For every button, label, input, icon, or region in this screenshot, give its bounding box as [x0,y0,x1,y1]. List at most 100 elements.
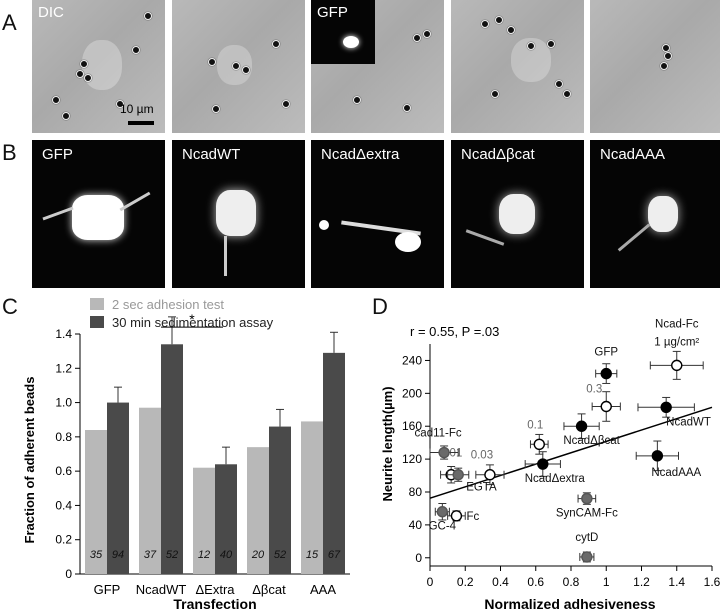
data-point [600,367,612,380]
significance-marker: * [189,311,195,327]
y-tick-label: 0.4 [55,498,72,512]
point-label: cad11-Fc [415,428,462,440]
point-label: NcadΔβcat [563,435,620,447]
data-point [484,469,496,481]
x-tick-label: 1 [603,575,610,589]
bead [242,66,250,74]
y-tick-label: 1.2 [55,361,72,375]
y-axis-label: Neurite length(µm) [380,386,395,501]
bead [144,12,152,20]
category-label: ΔExtra [195,582,235,597]
data-point [438,446,450,459]
scatter-plot: r = 0.55, P =.03 Neurite length(µm) Norm… [380,318,720,612]
fluor-label-ncadaaa: NcadAAA [600,146,666,163]
bead [495,16,503,24]
dic-image-1: DIC 10 µm [32,0,165,133]
legend-label-adhesion: 2 sec adhesion test [112,297,224,312]
dic-image-3: GFP [311,0,444,133]
data-point [537,458,549,470]
neurite [224,236,227,276]
legend-swatch-adhesion [90,298,104,310]
dic-image-4 [451,0,584,133]
correlation-annotation: r = 0.55, P =.03 [410,324,499,339]
data-point [581,551,593,563]
bar [215,464,237,574]
data-point [600,400,612,413]
data-point [452,469,464,481]
bead [660,62,668,70]
point-label: NcadWT [666,416,711,428]
point-label: EGTA [466,482,497,494]
ncadwt-image: NcadWT [172,140,305,288]
bar-chart: 2 sec adhesion test 30 min sedimentation… [22,297,350,612]
y-tick-label: 0.6 [55,464,72,478]
panel-letter-d: D [372,294,388,319]
panel-letter-a: A [2,10,17,35]
bead [662,44,670,52]
x-tick-label: 0.2 [457,575,474,589]
sample-size-label: 35 [90,549,103,561]
fluorescent-cell [648,196,678,232]
y-tick-label: 120 [402,452,422,466]
legend-label-sedimentation: 30 min sedimentation assay [112,315,274,330]
point-label: NcadAAA [651,467,701,479]
neurite [465,229,505,246]
regression-line [429,406,713,499]
bead [403,104,411,112]
y-tick-label: 0 [65,567,72,581]
bar [85,430,107,574]
y-tick-label: 200 [402,386,422,400]
x-tick-label: 0 [427,575,434,589]
bead [423,30,431,38]
data-point [660,401,672,414]
bead [481,20,489,28]
y-tick-label: 1.4 [55,327,72,341]
bead [116,100,124,108]
y-tick-label: 1.0 [55,396,72,410]
data-point [575,420,588,432]
x-tick-label: 1.4 [668,575,685,589]
y-tick-label: 0 [415,551,422,565]
point-label: SynCAM-Fc [556,508,618,520]
bead [555,80,563,88]
sample-size-label: 67 [328,549,341,561]
x-tick-label: 0.8 [563,575,580,589]
category-label: NcadWT [136,582,187,597]
category-label: GFP [94,582,121,597]
sample-size-label: 94 [112,549,124,561]
fluor-label-ncad-dextra: NcadΔextra [321,146,400,163]
gfp-image: GFP [32,140,165,288]
data-point [450,510,463,522]
category-label: Δβcat [252,582,286,597]
point-label: cytD [575,532,598,544]
gfp-inset-label: GFP [317,4,348,21]
bead [527,42,535,50]
bead [507,26,515,34]
ncad-dextra-image: NcadΔextra [311,140,444,288]
x-tick-label: 0.4 [492,575,509,589]
bead [132,46,140,54]
point-label: GC-4 [429,521,457,533]
bead [282,100,290,108]
data-point [671,359,683,372]
y-tick-label: 40 [409,518,423,532]
bar [269,426,291,574]
fluor-label-ncad-dbcat: NcadΔβcat [461,146,535,163]
y-tick-label: 0.2 [55,533,72,547]
y-tick-label: 0.8 [55,430,72,444]
x-tick-label: 1.2 [633,575,650,589]
bead [491,90,499,98]
fluorescent-cell [499,194,535,234]
bead [232,62,240,70]
fluorescent-cell [72,195,124,240]
bead [272,40,280,48]
bead [353,96,361,104]
bead [664,52,672,60]
data-point [651,450,664,462]
point-label: 0.3 [586,383,602,395]
fluor-label-gfp: GFP [42,146,73,163]
fluorescent-cell [395,232,421,252]
panel-letter-c: C [2,294,18,319]
point-label: NcadΔextra [525,473,586,485]
sample-size-label: 20 [251,549,265,561]
